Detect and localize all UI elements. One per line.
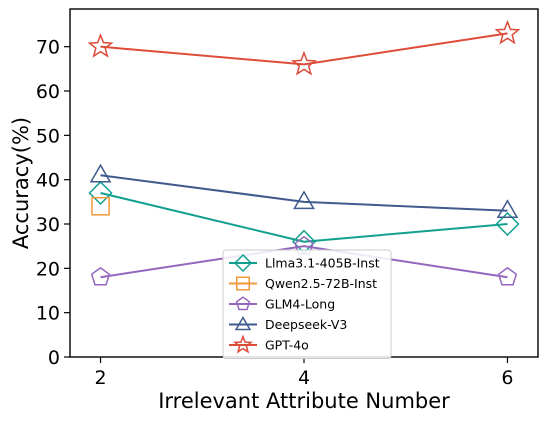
legend-marker: [234, 316, 252, 331]
y-axis-ticks: 0 10 20 30 40 50 60 70: [36, 37, 70, 369]
legend-marker: [233, 334, 253, 354]
data-point: [88, 180, 113, 206]
series-line: [100, 32, 508, 66]
series-Qwen2.5-72B-Inst: [91, 196, 110, 216]
y-tick-label: 60: [36, 81, 60, 103]
data-point: [495, 211, 520, 237]
data-point: [497, 266, 518, 286]
legend-marker: [233, 253, 253, 273]
legend-box: [222, 249, 392, 359]
x-axis-title: Irrelevant Attribute Number: [158, 389, 450, 413]
legend-label: Llma3.1-405B-Inst: [265, 256, 380, 271]
legend-item: GLM4-Long: [229, 296, 335, 312]
y-tick-label: 30: [36, 214, 60, 236]
y-axis-title: Accuracy(%): [9, 117, 33, 249]
data-point: [87, 33, 114, 58]
legend-marker: [235, 296, 251, 311]
legend-label: Qwen2.5-72B-Inst: [265, 276, 377, 291]
y-tick-label: 70: [36, 37, 60, 59]
data-point: [291, 50, 317, 76]
x-tick-label: 6: [501, 367, 513, 389]
data-point: [293, 190, 315, 210]
data-point: [91, 196, 110, 216]
series-line: [100, 245, 508, 279]
legend-item: GPT-4o: [229, 334, 309, 354]
y-tick-label: 10: [36, 303, 60, 325]
data-point: [494, 19, 521, 45]
legend-item: Deepseek-V3: [229, 316, 347, 332]
x-tick-label: 4: [298, 367, 310, 389]
x-axis-ticks: 2 4 6: [94, 357, 514, 389]
y-tick-label: 50: [36, 125, 60, 147]
series-Deepseek-V3: [89, 163, 519, 218]
legend-label: GPT-4o: [265, 338, 309, 353]
series-line: [100, 192, 508, 243]
legend-label: GLM4-Long: [265, 297, 335, 312]
data-point: [496, 199, 519, 218]
x-tick-label: 2: [94, 367, 106, 389]
series-layer: [87, 19, 521, 286]
y-tick-label: 0: [48, 347, 60, 369]
legend: Llma3.1-405B-Inst Qwen2.5-72B-Inst GLM4-Lo…: [222, 249, 392, 359]
data-point: [89, 163, 112, 183]
y-tick-label: 20: [36, 258, 60, 280]
series-line: [100, 174, 508, 212]
data-point: [90, 266, 111, 286]
legend-marker: [236, 276, 250, 291]
legend-item: Qwen2.5-72B-Inst: [229, 276, 377, 291]
legend-label: Deepseek-V3: [265, 317, 347, 332]
legend-item: Llma3.1-405B-Inst: [229, 253, 380, 273]
y-tick-label: 40: [36, 170, 60, 192]
series-GPT-4o: [87, 19, 521, 76]
